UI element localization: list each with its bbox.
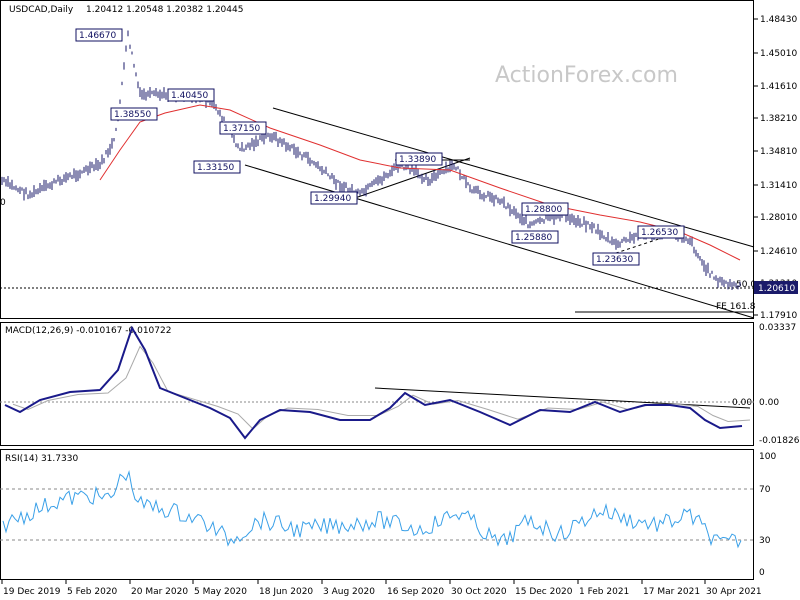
rsi-title: RSI(14) 31.7330	[5, 454, 78, 464]
price-labels: 1.46670 1.38550 1.40450 1.37150 1.33150 …	[75, 28, 685, 266]
price-label: 1.29940	[314, 194, 351, 204]
rsi-line	[2, 469, 742, 549]
price-label-box	[193, 160, 241, 174]
price-label: 1.33890	[399, 155, 436, 165]
price-label-box	[521, 202, 569, 216]
moving-average-line	[99, 104, 741, 261]
current-price-tag	[754, 281, 798, 294]
price-label: 1.38550	[114, 110, 151, 120]
fe-161-label: FE 161.8	[716, 302, 756, 312]
macd-tick: 0.03337	[759, 323, 796, 333]
y-tick-label: 1.17910	[760, 311, 797, 321]
price-label-box	[167, 88, 215, 102]
current-price-text: 1.20610	[758, 284, 795, 294]
trendline-mid	[354, 157, 471, 199]
x-tick-label: 16 Sep 2020	[387, 587, 444, 597]
main-y-axis: 1.48430 1.45010 1.41610 1.38210 1.34810 1.314…	[754, 15, 797, 321]
macd-panel-frame	[0, 322, 754, 446]
x-tick-label: 20 Mar 2020	[131, 587, 188, 597]
y-tick-label: 1.31410	[760, 181, 797, 191]
price-label-box	[75, 28, 123, 42]
rsi-tick: 0	[759, 568, 765, 578]
x-tick-label: 3 Aug 2020	[323, 587, 375, 597]
rsi-tick: 30	[759, 536, 771, 546]
x-tick-label: 18 Jun 2020	[259, 587, 313, 597]
price-label: 1.40450	[171, 91, 208, 101]
y-tick-label: 1.34810	[760, 147, 797, 157]
price-label: 1.33150	[197, 163, 234, 173]
x-tick-label: 5 Feb 2020	[67, 587, 118, 597]
macd-tick: 0.00	[759, 398, 779, 408]
price-label: 1.25880	[515, 233, 552, 243]
macd-line	[4, 325, 743, 440]
x-axis: 19 Dec 2019 5 Feb 2020 20 Mar 2020 5 May 20…	[1, 580, 762, 597]
channel-upper-line	[272, 107, 755, 248]
price-label-box	[310, 191, 358, 205]
price-label-box	[395, 152, 443, 166]
fib-50-label: 50.0	[736, 280, 756, 290]
price-label: 1.37150	[223, 124, 260, 134]
macd-level-label: 0.00	[732, 398, 752, 408]
macd-trendline	[374, 387, 751, 409]
channel-lower-line	[244, 164, 755, 319]
price-label-box	[110, 107, 158, 121]
symbol-label: USDCAD,Daily	[9, 5, 74, 15]
y-tick-label: 1.48430	[760, 15, 797, 25]
x-tick-label: 19 Dec 2019	[3, 587, 61, 597]
price-label-box	[219, 121, 267, 135]
x-tick-label: 17 Mar 2021	[643, 587, 700, 597]
price-label-box	[592, 252, 640, 266]
y-tick-label: 1.38210	[760, 114, 797, 124]
left-cut-label: 0	[0, 198, 6, 208]
rsi-tick: 100	[759, 452, 776, 462]
price-label-box	[637, 225, 685, 239]
price-label: 1.46670	[79, 31, 116, 41]
price-label: 1.28800	[525, 205, 562, 215]
rsi-tick: 70	[759, 485, 771, 495]
x-tick-label: 5 May 2020	[194, 587, 247, 597]
price-label-box	[511, 230, 559, 244]
price-label: 1.26530	[641, 228, 678, 238]
macd-tick: -0.018262	[759, 436, 800, 446]
x-tick-label: 1 Feb 2021	[579, 587, 629, 597]
x-tick-label: 15 Dec 2020	[515, 587, 573, 597]
y-tick-label: 1.41610	[760, 82, 797, 92]
y-tick-label: 1.24610	[760, 247, 797, 257]
x-tick-label: 30 Oct 2020	[451, 587, 507, 597]
x-tick-label: 30 Apr 2021	[706, 587, 762, 597]
y-tick-label: 1.45010	[760, 49, 797, 59]
price-label: 1.23630	[596, 255, 633, 265]
macd-title: MACD(12,26,9) -0.010167 -0.010722	[5, 326, 171, 336]
y-tick-label: 1.28010	[760, 213, 797, 223]
ohlc-label: 1.20412 1.20548 1.20382 1.20445	[86, 5, 243, 15]
watermark: ActionForex.com	[495, 63, 678, 88]
